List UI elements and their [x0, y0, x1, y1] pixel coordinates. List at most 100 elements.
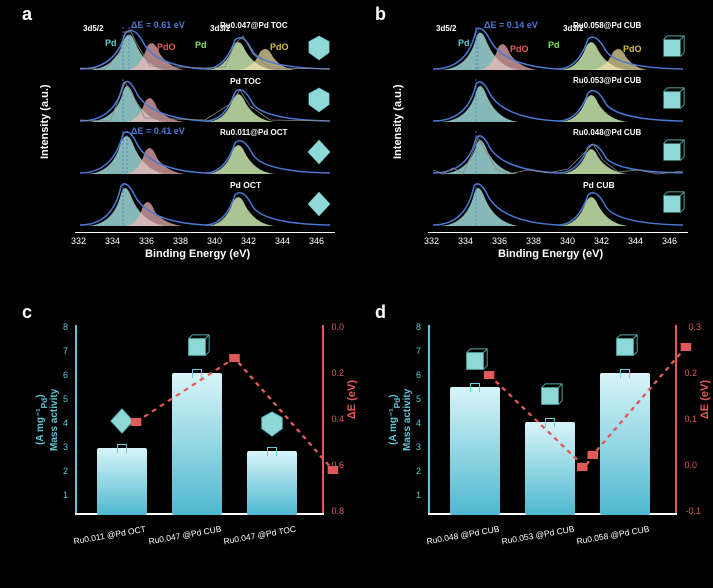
mass-activity-ylabel: Mass activity(A mg⁻¹Pd): [35, 350, 60, 490]
xt3: 338: [173, 236, 188, 246]
3d52-rlbl: 3d5/2: [436, 24, 456, 33]
ryt8: 8: [416, 322, 421, 332]
pdo-lbl: PdO: [157, 42, 176, 52]
intensity-ylabel: Intensity (a.u.): [39, 42, 51, 202]
rt3-lbl: Ru0.048@Pd CUB: [573, 128, 641, 137]
ryt1: 1: [416, 490, 421, 500]
rtrace3: [428, 126, 688, 178]
binding-energy-label: Binding Energy (eV): [145, 248, 250, 260]
oct-icon-2: [305, 190, 333, 218]
x-axis-line: [75, 232, 335, 233]
ry2t3: 0.0: [684, 460, 697, 470]
pd2-rlbl: Pd: [548, 40, 560, 50]
cub-icon-2: [658, 86, 686, 114]
trace4-svg: [75, 178, 335, 230]
yt8: 8: [63, 322, 68, 332]
xps-right-row-2: Ru0.053@Pd CUB: [428, 74, 688, 126]
deltaE-rlbl: ΔE = 0.14 eV: [484, 20, 538, 30]
xps-right-row-3: Ru0.048@Pd CUB: [428, 126, 688, 178]
xps-left-row-1: 3d5/2 3d3/2 Pd PdO Pd PdO ΔE = 0.61 eV R…: [75, 22, 335, 74]
xt1: 334: [105, 236, 120, 246]
rcat2: Ru0.058 @Pd CUB: [576, 524, 650, 547]
bar-r1-icon: [461, 347, 489, 375]
rtrace4: [428, 178, 688, 230]
pd2-lbl: Pd: [195, 40, 207, 50]
ryt4: 4: [416, 418, 421, 428]
y2t2: 0.4: [331, 414, 344, 424]
rtrace2: [428, 74, 688, 126]
xt7: 346: [309, 236, 324, 246]
rcat0: Ru0.048 @Pd CUB: [426, 524, 500, 547]
yt6: 6: [63, 370, 68, 380]
cub-icon-1: [658, 34, 686, 62]
bar-r3-icon: [611, 333, 639, 361]
3d52-lbl: 3d5/2: [83, 24, 103, 33]
xps-panel-right: Intensity (a.u.) 3d5/2 3d3/2 Pd PdO Pd P…: [388, 12, 703, 272]
rxt2: 336: [492, 236, 507, 246]
t1-lbl: Ru0.047@Pd TOC: [220, 21, 288, 30]
xps-right-row-1: 3d5/2 3d3/2 Pd PdO Pd PdO ΔE = 0.14 eV R…: [428, 22, 688, 74]
right-y-axis-r: [675, 325, 677, 515]
bar-panel-left: Mass activity(A mg⁻¹Pd) ΔE (eV) 1 2 3 4 …: [35, 310, 350, 570]
cub-icon-4: [658, 190, 686, 218]
y2t4: 0.8: [331, 506, 344, 516]
deltaE-ylabel-r: ΔE (eV): [699, 380, 711, 419]
bar-r3: [600, 373, 650, 515]
xps-right-area: 3d5/2 3d3/2 Pd PdO Pd PdO ΔE = 0.14 eV R…: [428, 22, 688, 232]
ry2t4: -0.1: [685, 506, 701, 516]
toc-icon-2: [305, 86, 333, 114]
ry2t1: 0.2: [684, 368, 697, 378]
bar-oct-icon: [108, 407, 136, 435]
t4-lbl: Pd OCT: [230, 180, 261, 190]
rxt6: 344: [628, 236, 643, 246]
xt0: 332: [71, 236, 86, 246]
deltaE-ylabel: ΔE (eV): [346, 380, 358, 419]
ryt7: 7: [416, 346, 421, 356]
bar-toc: [247, 451, 297, 515]
bar-area-right: [430, 325, 670, 515]
rcat1: Ru0.053 @Pd CUB: [501, 524, 575, 547]
bar-r2: [525, 422, 575, 515]
oct-icon: [305, 138, 333, 166]
bar-area-left: [77, 325, 317, 515]
xt4: 340: [207, 236, 222, 246]
xps-left-row-3: ΔE = 0.41 eV Ru0.011@Pd OCT: [75, 126, 335, 178]
x-axis-line-r: [428, 232, 688, 233]
t2-lbl: Pd TOC: [230, 76, 261, 86]
yt1: 1: [63, 490, 68, 500]
binding-energy-label-r: Binding Energy (eV): [498, 248, 603, 260]
xps-left-area: 3d5/2 3d3/2 Pd PdO Pd PdO ΔE = 0.61 eV R…: [75, 22, 335, 232]
rxt1: 334: [458, 236, 473, 246]
deltaE2-lbl: ΔE = 0.41 eV: [131, 126, 185, 136]
pdo2-lbl: PdO: [270, 42, 289, 52]
rxt7: 346: [662, 236, 677, 246]
pdo-rlbl: PdO: [510, 44, 529, 54]
y2t0: 0.0: [331, 322, 344, 332]
bar-r2-icon: [536, 382, 564, 410]
ry2t2: 0.1: [684, 414, 697, 424]
panel-label-c: c: [22, 302, 32, 323]
panel-label-d: d: [375, 302, 386, 323]
yt3: 3: [63, 442, 68, 452]
bar-oct: [97, 448, 147, 515]
cub-icon-3: [658, 138, 686, 166]
pd-lbl: Pd: [105, 38, 117, 48]
pdo2-rlbl: PdO: [623, 44, 642, 54]
right-y-axis: [322, 325, 324, 515]
ry2t0: 0.3: [688, 322, 701, 332]
ryt3: 3: [416, 442, 421, 452]
yt7: 7: [63, 346, 68, 356]
panel-label-a: a: [22, 4, 32, 25]
y2t3: 0.6: [331, 460, 344, 470]
xps-left-row-2: Pd TOC: [75, 74, 335, 126]
cat2: Ru0.047 @Pd TOC: [223, 524, 297, 547]
ryt6: 6: [416, 370, 421, 380]
pd-rlbl: Pd: [458, 38, 470, 48]
rxt4: 340: [560, 236, 575, 246]
rxt3: 338: [526, 236, 541, 246]
deltaE1-lbl: ΔE = 0.61 eV: [131, 20, 185, 30]
mass-activity-ylabel-r: Mass activity(A mg⁻¹Pd): [388, 350, 413, 490]
bar-cub: [172, 373, 222, 515]
intensity-ylabel-r: Intensity (a.u.): [392, 42, 404, 202]
cat0: Ru0.011 @Pd OCT: [73, 524, 147, 547]
